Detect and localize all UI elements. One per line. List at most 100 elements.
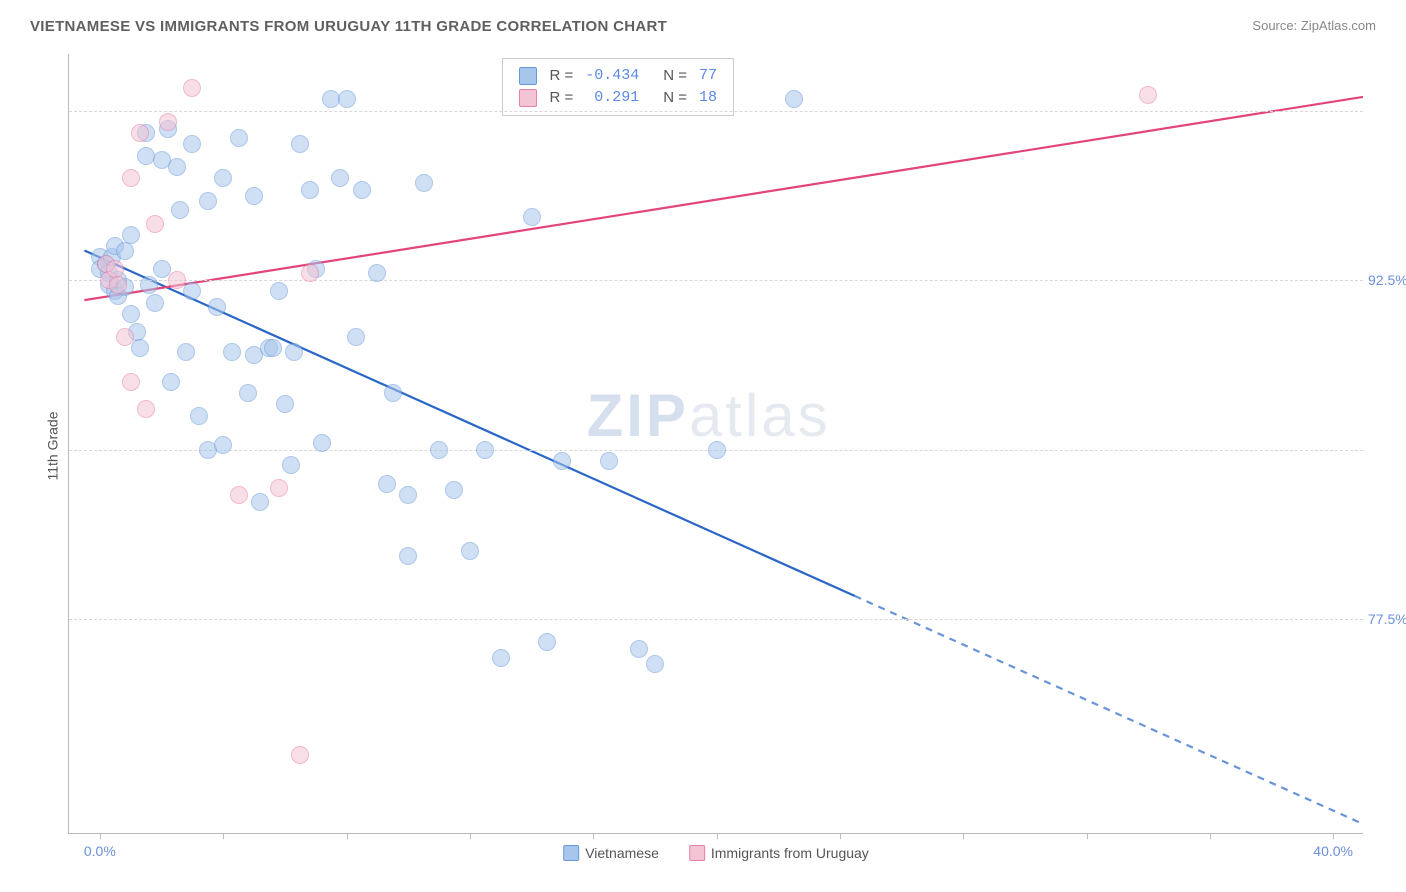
data-point [313, 434, 331, 452]
legend-swatch [563, 845, 579, 861]
data-point [282, 456, 300, 474]
data-point [230, 129, 248, 147]
data-point [378, 475, 396, 493]
data-point [223, 343, 241, 361]
data-point [630, 640, 648, 658]
data-point [109, 276, 127, 294]
gridline [69, 111, 1363, 112]
x-tick [100, 833, 101, 839]
data-point [116, 242, 134, 260]
data-point [291, 746, 309, 764]
data-point [171, 201, 189, 219]
data-point [285, 343, 303, 361]
data-point [338, 90, 356, 108]
legend-r-label: R = [543, 87, 579, 109]
legend-series-name: Immigrants from Uruguay [711, 845, 869, 861]
data-point [122, 226, 140, 244]
legend-item: Vietnamese [563, 845, 659, 861]
data-point [264, 339, 282, 357]
data-point [159, 113, 177, 131]
trend-line-extrapolated [855, 596, 1363, 824]
legend-n-value: 77 [693, 65, 723, 87]
legend-swatch [519, 89, 537, 107]
data-point [214, 169, 232, 187]
x-tick [840, 833, 841, 839]
data-point [785, 90, 803, 108]
data-point [600, 452, 618, 470]
data-point [492, 649, 510, 667]
y-axis-title: 11th Grade [45, 411, 61, 480]
x-tick-label: 0.0% [84, 843, 116, 859]
y-tick-label: 77.5% [1368, 611, 1406, 627]
data-point [146, 294, 164, 312]
data-point [251, 493, 269, 511]
data-point [208, 298, 226, 316]
data-point [140, 276, 158, 294]
data-point [177, 343, 195, 361]
correlation-legend-box: R =-0.434N =77R =0.291N =18 [502, 58, 734, 116]
data-point [270, 479, 288, 497]
data-point [430, 441, 448, 459]
data-point [270, 282, 288, 300]
data-point [214, 436, 232, 454]
data-point [646, 655, 664, 673]
data-point [168, 158, 186, 176]
x-tick [223, 833, 224, 839]
chart-title: VIETNAMESE VS IMMIGRANTS FROM URUGUAY 11… [30, 18, 667, 35]
data-point [708, 441, 726, 459]
data-point [131, 124, 149, 142]
data-point [353, 181, 371, 199]
x-tick [347, 833, 348, 839]
watermark: ZIPatlas [587, 381, 831, 450]
x-tick [1087, 833, 1088, 839]
data-point [347, 328, 365, 346]
gridline [69, 280, 1363, 281]
x-tick [963, 833, 964, 839]
trend-line [84, 97, 1363, 300]
data-point [199, 192, 217, 210]
data-point [399, 486, 417, 504]
scatter-plot-area: ZIPatlas R =-0.434N =77R =0.291N =18 Vie… [68, 54, 1363, 834]
legend-swatch [689, 845, 705, 861]
data-point [122, 169, 140, 187]
watermark-light: atlas [689, 382, 831, 449]
data-point [162, 373, 180, 391]
x-tick [1210, 833, 1211, 839]
data-point [276, 395, 294, 413]
data-point [301, 264, 319, 282]
data-point [230, 486, 248, 504]
data-point [523, 208, 541, 226]
data-point [122, 305, 140, 323]
data-point [183, 282, 201, 300]
data-point [122, 373, 140, 391]
legend-series-name: Vietnamese [585, 845, 659, 861]
data-point [190, 407, 208, 425]
source-attribution: Source: ZipAtlas.com [1252, 18, 1376, 33]
data-point [384, 384, 402, 402]
data-point [553, 452, 571, 470]
data-point [183, 79, 201, 97]
data-point [461, 542, 479, 560]
series-legend: Vietnamese Immigrants from Uruguay [563, 845, 869, 861]
x-tick [1333, 833, 1334, 839]
data-point [168, 271, 186, 289]
data-point [476, 441, 494, 459]
data-point [146, 215, 164, 233]
legend-n-value: 18 [693, 87, 723, 109]
legend-item: Immigrants from Uruguay [689, 845, 869, 861]
data-point [1139, 86, 1157, 104]
legend-swatch [519, 67, 537, 85]
data-point [301, 181, 319, 199]
data-point [445, 481, 463, 499]
data-point [415, 174, 433, 192]
legend-r-value: 0.291 [579, 87, 645, 109]
data-point [137, 400, 155, 418]
data-point [239, 384, 257, 402]
x-tick [470, 833, 471, 839]
data-point [291, 135, 309, 153]
source-label: Source: [1252, 18, 1297, 33]
x-tick-label: 40.0% [1313, 843, 1353, 859]
x-tick [717, 833, 718, 839]
source-link[interactable]: ZipAtlas.com [1301, 18, 1376, 33]
data-point [245, 187, 263, 205]
